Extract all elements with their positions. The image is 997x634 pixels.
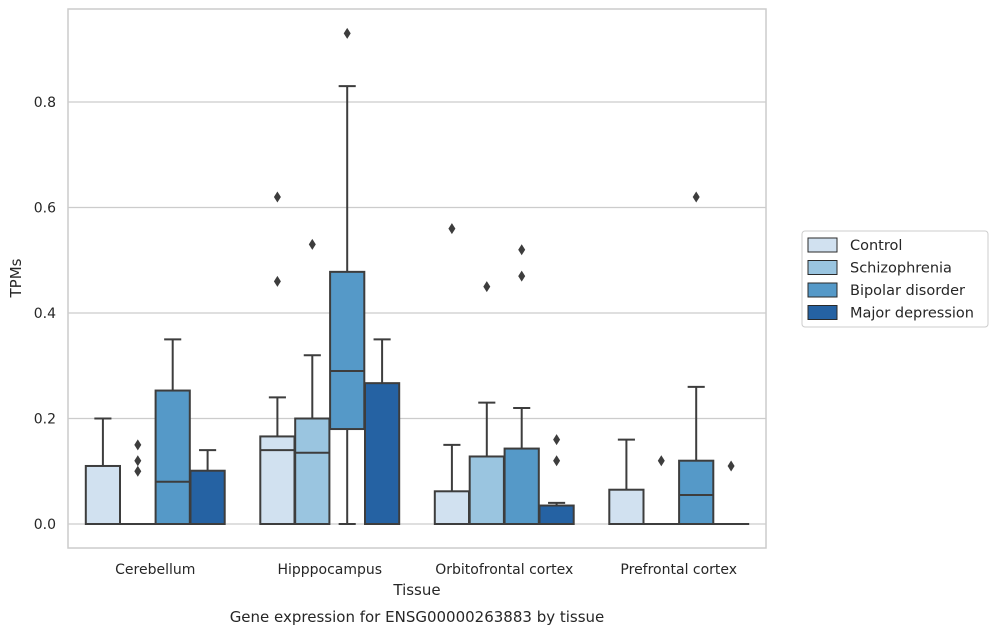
box-group <box>119 439 156 526</box>
legend-label: Schizophrenia <box>850 261 952 277</box>
box-body <box>189 469 226 526</box>
box-group <box>259 191 296 525</box>
legend-swatch <box>807 282 838 298</box>
box-group <box>154 338 191 526</box>
box-body <box>433 490 471 526</box>
x-tick-label: Prefrontal cortex <box>620 562 737 578</box>
legend-swatch <box>807 305 838 320</box>
legend-swatch <box>807 237 838 253</box>
outlier-point <box>553 434 561 446</box>
legend-label: Control <box>850 238 902 254</box>
box-body <box>608 488 645 525</box>
box-group <box>538 434 575 526</box>
box-body <box>468 455 505 526</box>
outlier-point <box>483 281 491 293</box>
boxes-layer <box>84 27 750 526</box>
box-group <box>712 460 750 526</box>
chart-caption: Gene expression for ENSG00000263883 by t… <box>230 608 605 626</box>
outlier-point <box>727 460 735 472</box>
outlier-point <box>692 191 700 203</box>
box-group <box>678 191 715 526</box>
box-group <box>608 438 645 525</box>
y-tick-labels: 0.0 0.2 0.4 0.6 0.8 <box>34 95 56 533</box>
outlier-point <box>134 439 142 451</box>
outlier-point <box>134 455 142 467</box>
box-group <box>329 27 366 525</box>
outlier-point <box>134 465 142 477</box>
box-group <box>189 449 226 526</box>
outlier-point <box>448 223 456 235</box>
box-group <box>468 281 505 526</box>
legend-label: Bipolar disorder <box>850 283 965 299</box>
x-axis-title: Tissue <box>392 581 440 599</box>
y-tick-label: 0.4 <box>34 306 56 322</box>
legend: Control Schizophrenia Bipolar disorder Majo… <box>801 230 989 328</box>
outlier-point <box>518 244 526 256</box>
box-group <box>643 455 680 526</box>
box-group <box>294 238 331 525</box>
box-group <box>363 338 401 525</box>
box-group <box>503 244 540 526</box>
outlier-point <box>657 455 665 467</box>
outlier-point <box>553 455 561 467</box>
outlier-point <box>273 275 281 287</box>
box-body <box>363 382 401 525</box>
x-tick-label: Hipppocampus <box>277 562 382 578</box>
box-body <box>538 504 575 526</box>
legend-swatch <box>807 260 838 275</box>
box-body <box>84 464 122 526</box>
y-tick-label: 0.6 <box>34 201 56 217</box>
box-body <box>503 447 540 526</box>
x-tick-label: Orbitofrontal cortex <box>435 562 573 578</box>
y-tick-label: 0.2 <box>34 412 56 428</box>
box-body <box>294 417 331 525</box>
plot-frame <box>67 8 767 549</box>
box-body <box>329 270 366 431</box>
y-tick-label: 0.0 <box>34 517 56 533</box>
y-tick-label: 0.8 <box>34 95 56 111</box>
box-group <box>84 417 122 526</box>
x-tick-label: Cerebellum <box>115 562 195 578</box>
legend-label: Major depression <box>850 306 974 322</box>
outlier-point <box>273 191 281 203</box>
y-axis-title: TPMs <box>7 258 25 298</box>
box-body <box>678 459 715 526</box>
x-tick-labels: Cerebellum Hipppocampus Orbitofrontal cort… <box>115 562 737 578</box>
outlier-point <box>518 270 526 282</box>
outlier-point <box>343 27 351 39</box>
outlier-point <box>308 238 316 250</box>
legend-frame <box>801 230 989 328</box>
box-body <box>154 389 191 526</box>
box-group <box>433 223 471 526</box>
